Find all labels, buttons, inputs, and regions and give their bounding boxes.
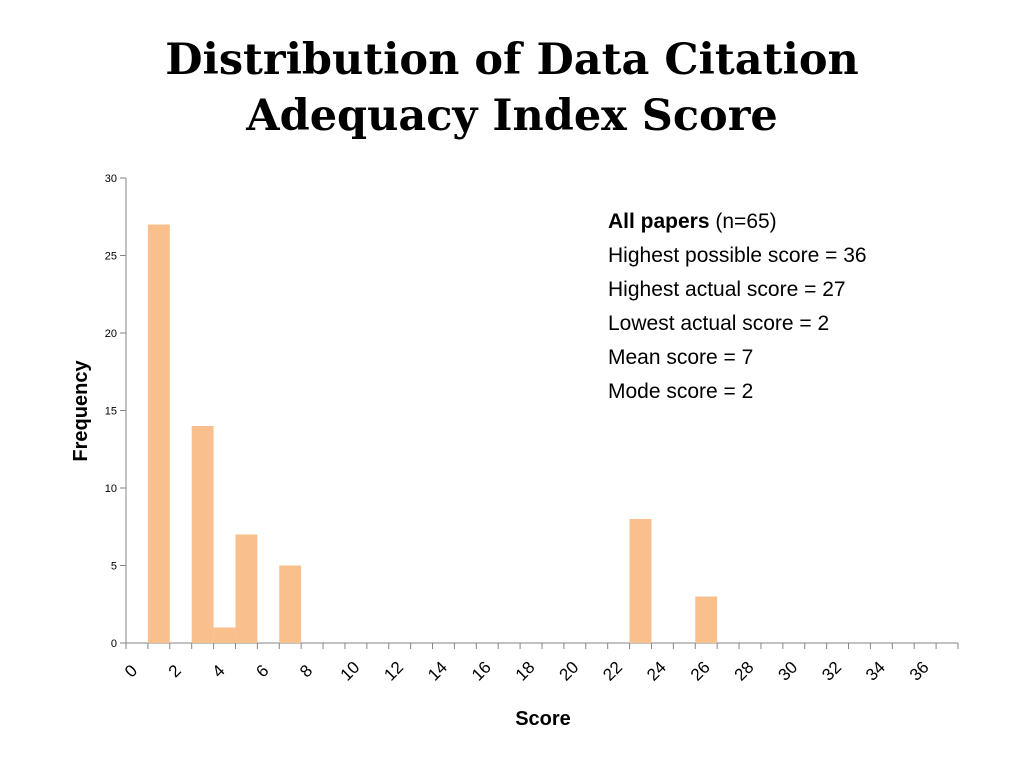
x-tick-label: 34	[862, 658, 889, 685]
y-axis-ticks: 0 5 10 15 20 25 30	[105, 173, 126, 650]
annotation-line: Lowest actual score = 2	[608, 312, 830, 335]
x-tick-label: 8	[296, 661, 316, 681]
x-tick-label: 12	[380, 658, 407, 685]
x-tick-label: 30	[774, 658, 801, 685]
x-tick-label: 4	[209, 661, 229, 681]
bar	[213, 627, 236, 643]
x-tick-label: 0	[121, 661, 141, 681]
annotation-heading: All papers (n=65)	[608, 205, 867, 239]
y-tick-label: 0	[111, 638, 117, 650]
x-tick-label: 26	[687, 658, 714, 685]
x-axis-ticks: 0 2 4 6 8 10 12 14 16 18 20 22 24 26 28 30 32 34 36	[121, 643, 959, 685]
x-axis-label: Score	[515, 708, 571, 730]
bar	[191, 426, 214, 643]
annotation-line: Mode score = 2	[608, 380, 754, 403]
y-tick-label: 15	[105, 406, 117, 418]
x-tick-label: 10	[337, 658, 364, 685]
chart-title: Distribution of Data Citation Adequacy I…	[0, 32, 1024, 144]
bar	[629, 519, 652, 643]
annotation-line: Mean score = 7	[608, 346, 754, 369]
summary-annotation: All papers (n=65) Highest possible score…	[608, 205, 867, 409]
annotation-heading-rest: (n=65)	[709, 210, 777, 233]
y-tick-label: 5	[111, 561, 117, 573]
y-tick-label: 25	[105, 251, 117, 263]
chart-title-line-2: Adequacy Index Score	[246, 91, 778, 141]
bar	[235, 534, 258, 643]
x-tick-label: 36	[906, 658, 933, 685]
x-tick-label: 16	[468, 658, 495, 685]
x-tick-label: 22	[599, 658, 626, 685]
annotation-heading-bold: All papers	[608, 210, 710, 233]
y-axis-label: Frequency	[70, 360, 92, 462]
chart-title-line-1: Distribution of Data Citation	[165, 35, 859, 85]
x-tick-label: 32	[818, 658, 845, 685]
y-tick-label: 20	[105, 328, 117, 340]
x-tick-label: 28	[731, 658, 758, 685]
x-tick-label: 14	[424, 658, 451, 685]
bar	[147, 224, 170, 643]
annotation-line: Highest actual score = 27	[608, 278, 846, 301]
annotation-line: Highest possible score = 36	[608, 244, 867, 267]
x-tick-label: 2	[165, 661, 185, 681]
x-tick-label: 20	[556, 658, 583, 685]
x-tick-label: 18	[512, 658, 539, 685]
y-tick-label: 30	[105, 173, 117, 185]
x-tick-label: 6	[252, 661, 272, 681]
x-tick-label: 24	[643, 658, 670, 685]
bar	[279, 565, 302, 643]
y-tick-label: 10	[105, 483, 117, 495]
bar	[695, 596, 718, 643]
chart-bars	[147, 224, 718, 643]
